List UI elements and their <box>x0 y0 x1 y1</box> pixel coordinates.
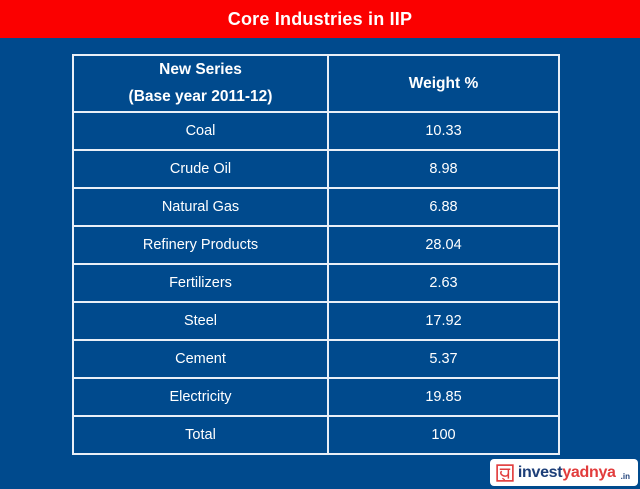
table-row: Fertilizers 2.63 <box>72 263 560 303</box>
table-row: Electricity 19.85 <box>72 377 560 417</box>
logo-tld-text: .in <box>620 472 630 481</box>
weight-cell: 2.63 <box>327 263 560 303</box>
column-header-new-series: New Series (Base year 2011-12) <box>72 54 329 113</box>
logo-yadnya-text: yadnya <box>562 463 616 481</box>
weight-cell: 8.98 <box>327 149 560 189</box>
table-body: Coal 10.33 Crude Oil 8.98 Natural Gas 6.… <box>72 111 560 455</box>
weight-cell: 10.33 <box>327 111 560 151</box>
industry-cell: Fertilizers <box>72 263 329 303</box>
header-series-line2: (Base year 2011-12) <box>128 88 273 105</box>
column-header-weight: Weight % <box>327 54 560 113</box>
logo-wordmark: investyadnya <box>518 464 616 482</box>
table-row: Total 100 <box>72 415 560 455</box>
industry-cell: Cement <box>72 339 329 379</box>
industry-cell: Natural Gas <box>72 187 329 227</box>
table-row: Steel 17.92 <box>72 301 560 341</box>
industry-cell: Total <box>72 415 329 455</box>
industry-cell: Electricity <box>72 377 329 417</box>
weight-cell: 19.85 <box>327 377 560 417</box>
industry-cell: Steel <box>72 301 329 341</box>
header-series-line1: New Series <box>159 61 242 78</box>
table-row: Coal 10.33 <box>72 111 560 151</box>
table-row: Natural Gas 6.88 <box>72 187 560 227</box>
table-row: Cement 5.37 <box>72 339 560 379</box>
page-title: Core Industries in IIP <box>227 8 413 29</box>
industry-cell: Refinery Products <box>72 225 329 265</box>
core-industries-table: New Series (Base year 2011-12) Weight % … <box>72 54 560 455</box>
weight-cell: 5.37 <box>327 339 560 379</box>
table-row: Crude Oil 8.98 <box>72 149 560 189</box>
industry-cell: Coal <box>72 111 329 151</box>
title-banner: Core Industries in IIP <box>0 0 640 38</box>
weight-cell: 17.92 <box>327 301 560 341</box>
weight-cell: 6.88 <box>327 187 560 227</box>
weight-cell: 28.04 <box>327 225 560 265</box>
table-row: Refinery Products 28.04 <box>72 225 560 265</box>
logo-invest-text: invest <box>517 463 563 481</box>
table-header-row: New Series (Base year 2011-12) Weight % <box>72 54 560 113</box>
investyadnya-logo[interactable]: investyadnya .in <box>489 459 638 486</box>
weight-cell: 100 <box>327 415 560 455</box>
yadnya-devanagari-icon <box>496 463 514 482</box>
industry-cell: Crude Oil <box>72 149 329 189</box>
